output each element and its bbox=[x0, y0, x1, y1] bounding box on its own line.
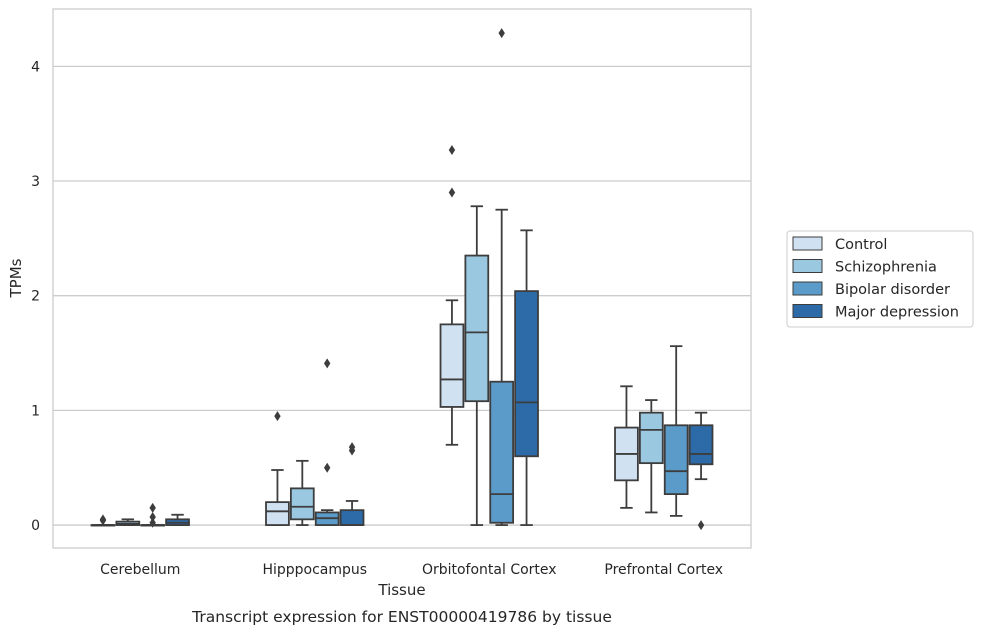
legend-label: Control bbox=[835, 237, 887, 253]
legend-label: Bipolar disorder bbox=[835, 282, 950, 298]
outlier-point bbox=[348, 442, 356, 453]
series-control bbox=[90, 145, 639, 527]
box bbox=[339, 442, 365, 526]
legend-label: Major depression bbox=[835, 305, 959, 321]
x-axis-ticks: Cerebellum Hipppocampus Orbitofontal Corte… bbox=[100, 562, 723, 578]
box-body bbox=[489, 380, 515, 524]
box-body bbox=[514, 290, 539, 458]
box-body bbox=[289, 487, 315, 521]
y-tick-label: 1 bbox=[31, 403, 40, 419]
box-body bbox=[663, 424, 689, 496]
box bbox=[439, 145, 465, 446]
series-bipolar-disorder bbox=[140, 28, 689, 528]
box-body bbox=[464, 254, 490, 403]
chart-caption: Transcript expression for ENST0000041978… bbox=[191, 608, 612, 626]
legend-swatch bbox=[792, 236, 823, 251]
legend-frame bbox=[786, 230, 974, 328]
y-tick-label: 0 bbox=[31, 518, 40, 534]
box bbox=[115, 518, 141, 526]
box-body bbox=[688, 424, 714, 466]
outlier-point bbox=[149, 517, 156, 528]
outlier-point bbox=[498, 28, 505, 39]
box bbox=[165, 513, 190, 526]
y-tick-label: 4 bbox=[31, 59, 40, 75]
box-body bbox=[439, 323, 465, 408]
box bbox=[489, 28, 515, 526]
outlier-point bbox=[448, 187, 456, 198]
box-body bbox=[339, 509, 365, 526]
outlier-point bbox=[697, 520, 705, 531]
legend-item: Schizophrenia bbox=[792, 259, 937, 276]
box bbox=[614, 385, 639, 509]
y-axis-ticks: 0 1 2 3 4 bbox=[31, 59, 40, 534]
box bbox=[314, 358, 340, 526]
x-tick-label: Orbitofontal Cortex bbox=[422, 562, 557, 578]
outlier-point bbox=[149, 512, 156, 523]
box bbox=[464, 205, 490, 526]
box bbox=[688, 411, 714, 531]
outlier-point bbox=[323, 462, 331, 473]
legend-swatch bbox=[792, 304, 823, 318]
x-tick-label: Cerebellum bbox=[100, 562, 180, 578]
legend: Control Schizophrenia Bipolar disorder Majo… bbox=[786, 230, 974, 328]
box bbox=[663, 345, 689, 517]
box bbox=[140, 502, 166, 528]
outlier-point bbox=[274, 411, 281, 422]
legend-label: Schizophrenia bbox=[835, 260, 937, 276]
series-schizophrenia bbox=[115, 205, 664, 526]
x-tick-label: Hipppocampus bbox=[262, 562, 367, 578]
box-body bbox=[638, 411, 664, 465]
box bbox=[638, 399, 664, 514]
box bbox=[265, 411, 290, 526]
outlier-point bbox=[448, 145, 456, 156]
legend-item: Control bbox=[792, 236, 887, 253]
outlier-point bbox=[149, 502, 156, 513]
y-tick-label: 2 bbox=[31, 289, 40, 305]
legend-swatch bbox=[792, 281, 823, 296]
box-series bbox=[90, 28, 714, 531]
plot-frame bbox=[52, 8, 752, 549]
box bbox=[289, 459, 315, 526]
y-axis-title: TPMs bbox=[7, 258, 25, 298]
legend-item: Major depression bbox=[792, 304, 959, 321]
x-tick-label: Prefrontal Cortex bbox=[604, 562, 723, 578]
y-tick-label: 3 bbox=[31, 174, 40, 190]
legend-item: Bipolar disorder bbox=[792, 281, 950, 298]
box bbox=[90, 514, 116, 527]
outlier-point bbox=[99, 514, 107, 525]
box bbox=[514, 229, 539, 526]
grid-lines bbox=[53, 65, 751, 526]
x-axis-title: Tissue bbox=[377, 581, 425, 599]
series-major-depression bbox=[165, 229, 714, 531]
outlier-point bbox=[323, 358, 331, 369]
legend-swatch bbox=[792, 259, 823, 273]
box-body bbox=[265, 501, 290, 526]
